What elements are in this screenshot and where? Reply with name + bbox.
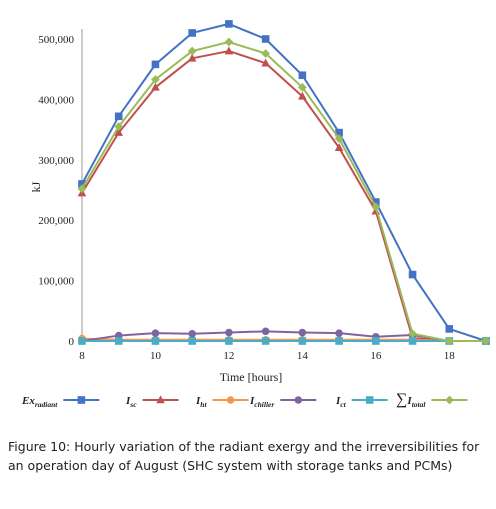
legend-label: ∑Itotal <box>396 391 426 409</box>
y-tick-label: 300,000 <box>38 155 74 167</box>
legend-label: Ichiller <box>249 395 274 409</box>
data-point-total <box>444 336 454 346</box>
legend-item-ht: Iht <box>195 395 249 409</box>
data-point-chiller <box>188 329 196 338</box>
x-tick-label: 16 <box>370 350 382 362</box>
series-line-sc <box>81 50 486 342</box>
y-tick-labels: 0 100,000 200,000 300,000 400,000 500,000 <box>38 34 74 348</box>
line-chart: 0 100,000 200,000 300,000 400,000 500,000 8 10… <box>21 20 491 409</box>
data-point-radiant <box>261 35 270 43</box>
x-axis-label: Time [hours] <box>220 370 283 384</box>
caption-text: Hourly variation of the radiant exergy a… <box>8 439 480 473</box>
data-point-chiller <box>151 329 160 337</box>
data-point-ct <box>114 337 123 345</box>
legend-swatch-marker <box>365 396 374 404</box>
data-point-radiant <box>114 112 123 121</box>
x-tick-label: 8 <box>79 350 85 362</box>
legend-swatch-marker <box>77 396 86 404</box>
data-point-total <box>408 329 417 339</box>
legend-swatch-marker <box>156 395 165 404</box>
data-point-total <box>151 75 160 84</box>
y-tick-label: 500,000 <box>38 34 74 46</box>
data-point-sc <box>261 58 270 67</box>
x-tick-label: 10 <box>150 350 162 362</box>
legend-label: Iht <box>195 395 207 409</box>
data-point-chiller <box>335 329 343 337</box>
data-point-sc <box>224 46 234 55</box>
data-point-sc <box>187 53 197 62</box>
legend-swatch-marker <box>294 396 303 404</box>
legend-label: Isc <box>125 395 137 409</box>
data-point-radiant <box>78 180 86 188</box>
data-point-chiller <box>298 328 307 337</box>
y-tick-label: 200,000 <box>38 215 74 227</box>
data-point-total <box>371 202 381 212</box>
y-tick-label: 100,000 <box>38 276 74 288</box>
data-point-radiant <box>225 20 233 28</box>
data-point-sc <box>298 91 307 100</box>
legend-swatch-marker <box>226 396 235 404</box>
data-point-chiller <box>225 328 233 337</box>
series-radiant <box>78 20 490 345</box>
data-point-radiant <box>151 60 160 69</box>
data-point-radiant <box>445 325 454 333</box>
data-point-total <box>187 46 197 56</box>
series-total <box>77 37 491 346</box>
data-point-total <box>224 37 234 47</box>
data-point-total <box>334 134 344 144</box>
data-point-radiant <box>298 71 307 80</box>
data-point-total <box>77 184 87 194</box>
legend-item-chiller: Ichiller <box>249 395 317 409</box>
data-point-radiant <box>408 270 417 279</box>
legend-item-ct: Ict <box>335 395 388 409</box>
data-point-chiller <box>261 327 270 336</box>
data-point-total <box>114 122 124 131</box>
legend-label: Exradiant <box>21 395 58 409</box>
data-point-ct <box>298 337 307 345</box>
legend-item-radiant: Exradiant <box>21 395 100 409</box>
data-point-ct <box>261 337 270 345</box>
data-point-ct <box>78 337 86 345</box>
legend-swatch-marker <box>445 395 454 405</box>
series-line-ht <box>81 337 486 342</box>
data-point-total <box>481 336 491 346</box>
data-point-total <box>261 49 271 58</box>
legend-label: Ict <box>335 395 347 409</box>
legend-item-total: ∑Itotal <box>396 391 468 409</box>
data-point-radiant <box>372 198 380 206</box>
chart-area: 0 100,000 200,000 300,000 400,000 500,000 8 10… <box>21 20 491 409</box>
x-tick-label: 12 <box>223 350 234 362</box>
data-point-ct <box>188 337 196 345</box>
data-point-sc <box>334 143 344 152</box>
caption-label: Figure 10: <box>8 439 71 454</box>
data-point-radiant <box>188 29 196 37</box>
legend-item-sc: Isc <box>125 395 179 409</box>
data-point-ct <box>225 337 233 345</box>
data-point-sc <box>151 82 160 91</box>
series-line-total <box>81 41 486 342</box>
legend: Exradiant Isc Iht Ichiller Ict ∑Itotal <box>21 391 468 409</box>
data-point-sc <box>114 128 124 136</box>
data-point-ct <box>408 337 417 345</box>
y-tick-label: 0 <box>69 336 75 348</box>
figure-caption: Figure 10: Hourly variation of the radia… <box>8 437 490 475</box>
y-axis-label: kJ <box>29 181 43 192</box>
data-point-ct <box>372 337 380 345</box>
series-group <box>77 20 491 346</box>
x-tick-label: 18 <box>444 350 456 362</box>
data-point-ct <box>151 337 160 345</box>
y-tick-label: 400,000 <box>38 94 74 106</box>
data-point-ct <box>335 337 343 345</box>
data-point-radiant <box>335 128 343 137</box>
series-line-radiant <box>81 22 487 342</box>
data-point-total <box>297 82 307 92</box>
x-tick-label: 14 <box>297 350 309 362</box>
